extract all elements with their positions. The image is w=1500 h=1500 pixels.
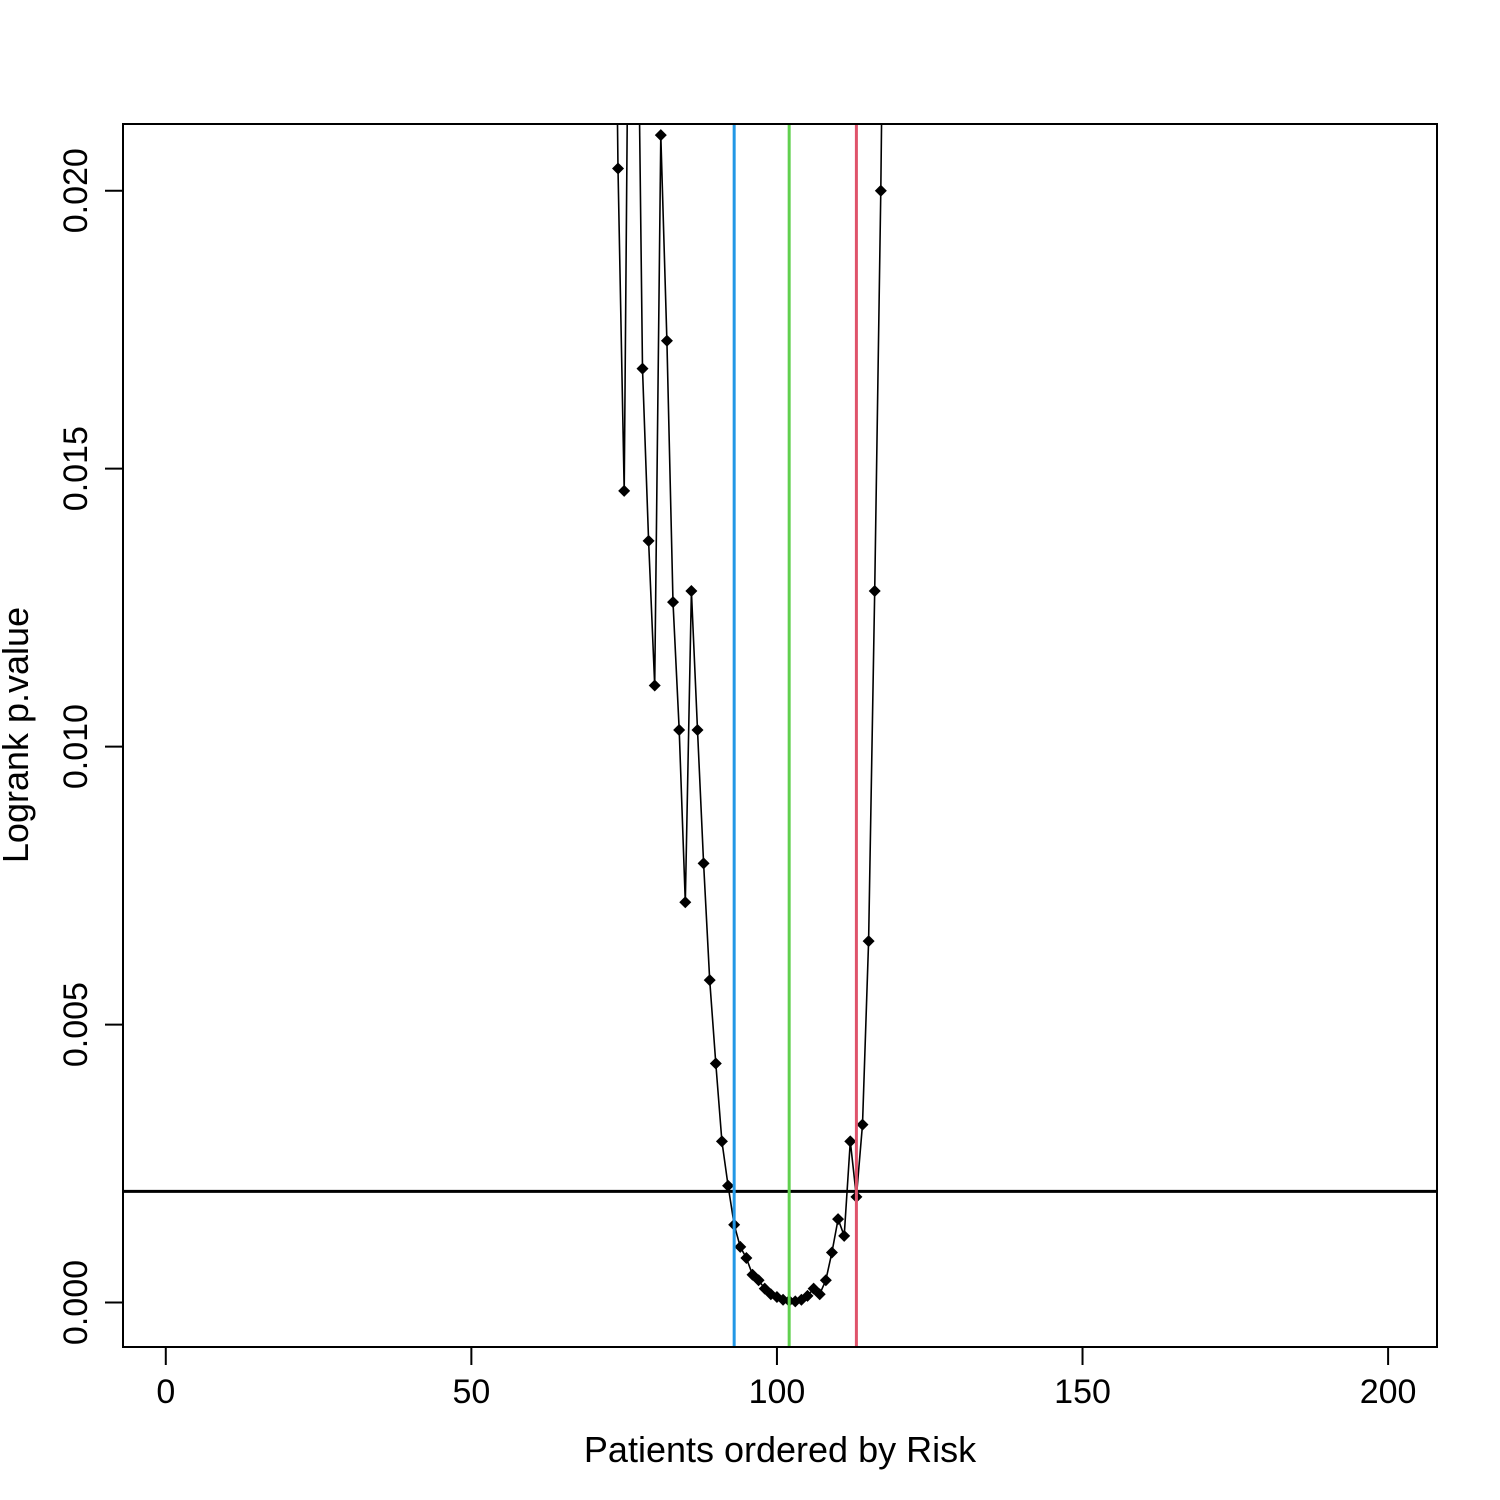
data-point xyxy=(691,723,704,736)
data-point xyxy=(825,1246,838,1259)
series-layer xyxy=(612,124,887,1308)
data-point xyxy=(832,1213,845,1226)
data-point xyxy=(813,1288,826,1301)
data-point xyxy=(838,1229,851,1242)
data-point xyxy=(654,129,667,142)
data-point xyxy=(636,362,649,375)
plot-area xyxy=(123,124,1437,1347)
data-point xyxy=(667,596,680,609)
series-line xyxy=(616,124,883,1303)
x-tick-label: 200 xyxy=(1360,1373,1417,1411)
y-tick-label: 0.010 xyxy=(57,704,95,789)
y-axis-title: Logrank p.value xyxy=(0,607,36,863)
data-point xyxy=(715,1135,728,1148)
x-axis-title: Patients ordered by Risk xyxy=(584,1429,977,1470)
data-point xyxy=(709,1057,722,1070)
reference-lines xyxy=(123,124,1437,1347)
data-point xyxy=(618,484,631,497)
data-point xyxy=(819,1274,832,1287)
data-point xyxy=(862,935,875,948)
data-point xyxy=(844,1135,857,1148)
x-axis: 0 50 100 150 200 xyxy=(156,1346,1417,1411)
data-point xyxy=(752,1274,765,1287)
data-point xyxy=(660,334,673,347)
y-tick-label: 0.000 xyxy=(57,1260,95,1345)
y-axis: 0.000 0.005 0.010 0.015 0.020 xyxy=(57,148,124,1345)
plot-frame xyxy=(122,123,1438,1348)
y-tick-label: 0.015 xyxy=(57,426,95,511)
data-point xyxy=(612,162,625,175)
data-point xyxy=(648,679,661,692)
data-point xyxy=(679,896,692,909)
data-point xyxy=(673,723,686,736)
x-tick-label: 50 xyxy=(452,1373,490,1411)
y-tick-label: 0.020 xyxy=(57,148,95,233)
data-point xyxy=(734,1240,747,1253)
data-point xyxy=(868,584,881,597)
data-point xyxy=(722,1179,735,1192)
x-tick-label: 0 xyxy=(156,1373,175,1411)
y-tick-label: 0.005 xyxy=(57,982,95,1067)
data-point xyxy=(697,857,710,870)
data-point xyxy=(740,1252,753,1265)
data-point xyxy=(801,1289,814,1302)
data-point xyxy=(642,534,655,547)
x-tick-label: 150 xyxy=(1054,1373,1111,1411)
data-point xyxy=(856,1118,869,1131)
data-point xyxy=(703,974,716,987)
data-point xyxy=(874,184,887,197)
data-point xyxy=(685,584,698,597)
x-tick-label: 100 xyxy=(749,1373,806,1411)
